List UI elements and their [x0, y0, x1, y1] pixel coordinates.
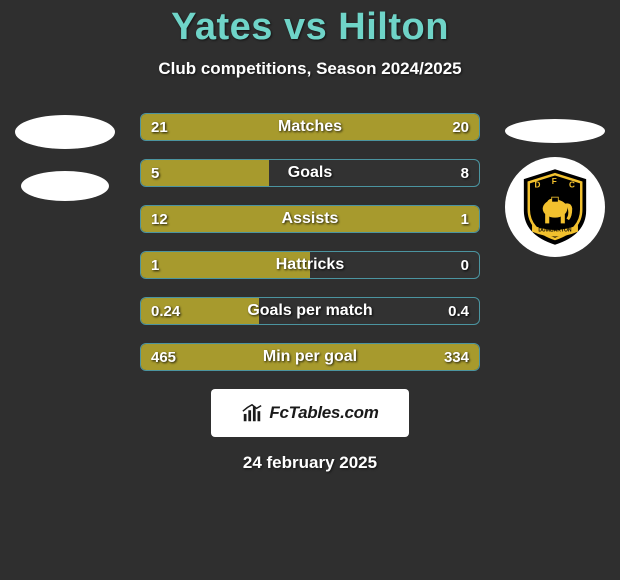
branding-badge: FcTables.com	[211, 389, 409, 437]
stat-row: 5Goals8	[140, 159, 480, 187]
date-text: 24 february 2025	[0, 453, 620, 473]
left-player-avatars	[10, 105, 120, 211]
right-player-avatars: D F C DUMBARTON	[500, 105, 610, 257]
stat-fill-spacer	[310, 252, 479, 278]
subtitle: Club competitions, Season 2024/2025	[0, 59, 620, 79]
svg-text:C: C	[569, 180, 575, 189]
stat-fill-right	[330, 344, 479, 370]
chart-icon	[241, 402, 263, 424]
stat-row: 465Min per goal334	[140, 343, 480, 371]
stat-fill-left	[141, 344, 330, 370]
stat-fill-right	[405, 206, 479, 232]
player-avatar-placeholder	[21, 171, 109, 201]
player-avatar-placeholder	[15, 115, 115, 149]
stat-fill-left	[141, 298, 259, 324]
stat-fill-left	[141, 252, 310, 278]
svg-text:D: D	[535, 180, 541, 189]
stat-fill-left	[141, 160, 269, 186]
stat-fill-left	[141, 114, 327, 140]
page-title: Yates vs Hilton	[0, 6, 620, 49]
stat-fill-spacer	[259, 298, 479, 324]
comparison-card: Yates vs Hilton Club competitions, Seaso…	[0, 0, 620, 473]
stat-row: 1Hattricks0	[140, 251, 480, 279]
stats-area: D F C DUMBARTON	[0, 113, 620, 371]
player-avatar-placeholder	[505, 119, 605, 143]
stat-row: 0.24Goals per match0.4	[140, 297, 480, 325]
svg-text:F: F	[552, 177, 557, 186]
club-crest-icon: D F C DUMBARTON	[514, 166, 596, 248]
stat-row: 12Assists1	[140, 205, 480, 233]
club-badge-text: DUMBARTON	[538, 228, 572, 234]
stat-fill-left	[141, 206, 405, 232]
stat-fill-spacer	[269, 160, 479, 186]
stat-row: 21Matches20	[140, 113, 480, 141]
stat-fill-right	[327, 114, 479, 140]
club-badge: D F C DUMBARTON	[505, 157, 605, 257]
stat-bars: 21Matches20 5Goals8 12Assists1 1Hattricks0 0…	[140, 113, 480, 371]
branding-text: FcTables.com	[269, 403, 378, 423]
